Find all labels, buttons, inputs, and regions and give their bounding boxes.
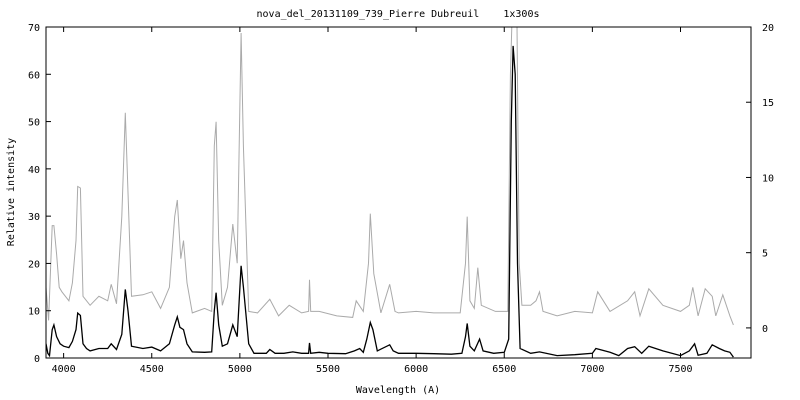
x-tick-label: 6500 [492, 364, 516, 375]
chart-title: nova_del_20131109_739_Pierre Dubreuil 1x… [257, 9, 540, 20]
x-tick-label: 5000 [228, 364, 252, 375]
y-tick-label: 60 [28, 70, 40, 81]
y2-tick-label: 10 [762, 173, 774, 184]
x-tick-label: 4000 [52, 364, 76, 375]
x-tick-label: 7500 [668, 364, 692, 375]
x-axis-label: Wavelength (A) [356, 385, 440, 396]
y2-tick-label: 0 [762, 324, 768, 335]
spectrum-line-right-axis [46, 27, 734, 326]
y2-tick-label: 15 [762, 98, 774, 109]
x-tick-label: 7000 [580, 364, 604, 375]
x-tick-label: 6000 [404, 364, 428, 375]
y-tick-label: 50 [28, 118, 40, 129]
y-tick-label: 70 [28, 23, 40, 34]
y-tick-label: 30 [28, 212, 40, 223]
x-tick-label: 5500 [316, 364, 340, 375]
y-tick-label: 20 [28, 259, 40, 270]
y-tick-label: 0 [34, 354, 40, 365]
y-tick-label: 40 [28, 165, 40, 176]
x-tick-label: 4500 [140, 364, 164, 375]
y2-tick-label: 20 [762, 23, 774, 34]
y-axis-label: Relative intensity [6, 138, 17, 246]
y2-tick-label: 5 [762, 249, 768, 260]
y-tick-label: 10 [28, 307, 40, 318]
spectrum-line-left-axis [46, 45, 734, 358]
plot-frame [45, 26, 752, 359]
